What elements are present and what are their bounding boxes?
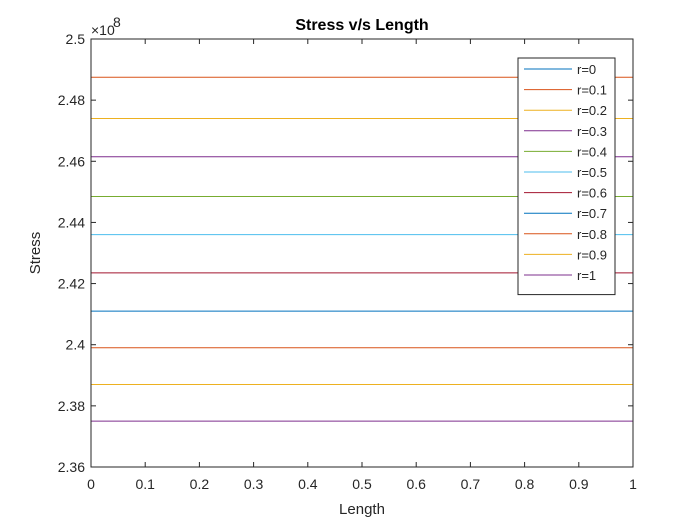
y-axis-label: Stress [27, 232, 44, 275]
y-tick-label: 2.44 [58, 214, 85, 230]
legend-label: r=0.5 [577, 165, 607, 180]
x-tick-label: 0.9 [569, 476, 589, 492]
x-tick-label: 1 [629, 476, 637, 492]
y-tick-label: 2.38 [58, 398, 85, 414]
x-tick-label: 0.4 [298, 476, 318, 492]
legend: r=0 r=0.1 r=0.2 r=0.3 r=0.4 r=0.5 r=0.6 r=0.7 r=… [518, 58, 615, 295]
x-tick-label: 0.1 [135, 476, 155, 492]
y-tick-label: 2.42 [58, 276, 85, 292]
x-tick-label: 0 [87, 476, 95, 492]
y-tick-label: 2.48 [58, 92, 85, 108]
y-exponent-base: ×10 [91, 22, 115, 38]
legend-label: r=0.4 [577, 144, 607, 159]
x-tick-label: 0.2 [190, 476, 210, 492]
legend-label: r=0.9 [577, 247, 607, 262]
chart-title: Stress v/s Length [295, 17, 428, 34]
y-tick-label: 2.36 [58, 459, 85, 475]
legend-label: r=0.6 [577, 186, 607, 201]
legend-label: r=1 [577, 268, 596, 283]
x-tick-label: 0.3 [244, 476, 264, 492]
x-tick-label: 0.7 [461, 476, 481, 492]
y-tick-label: 2.4 [66, 337, 86, 353]
x-tick-label: 0.8 [515, 476, 535, 492]
legend-label: r=0 [577, 62, 596, 77]
y-tick-label: 2.46 [58, 153, 85, 169]
x-axis-label: Length [339, 501, 385, 518]
legend-label: r=0.3 [577, 124, 607, 139]
y-tick-label: 2.5 [66, 31, 86, 47]
legend-label: r=0.1 [577, 83, 607, 98]
legend-label: r=0.8 [577, 227, 607, 242]
y-exponent-power: 8 [113, 14, 121, 30]
legend-label: r=0.2 [577, 103, 607, 118]
x-tick-label: 0.5 [352, 476, 372, 492]
legend-label: r=0.7 [577, 206, 607, 221]
y-axis-exponent: ×10 8 [91, 14, 121, 38]
x-tick-label: 0.6 [406, 476, 426, 492]
